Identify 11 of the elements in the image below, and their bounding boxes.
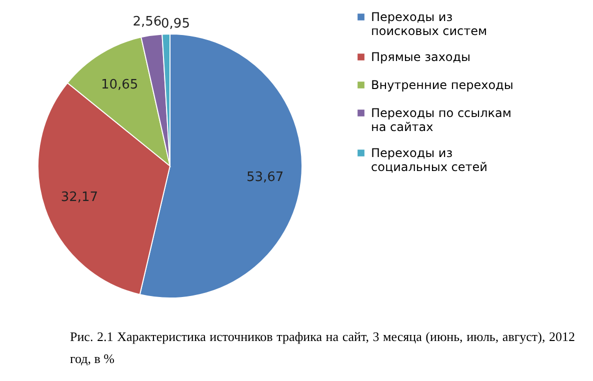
legend-label: Переходы из поисковых систем <box>371 10 488 38</box>
data-label: 53,67 <box>246 170 284 186</box>
data-label: 2,56 <box>132 14 162 30</box>
legend-label: Внутренние переходы <box>371 78 514 92</box>
text: Рис. 2.1 Характеристика источников трафика на сайт, 3 месяца (июнь, июль, август), 2012 год, в % <box>70 328 575 368</box>
data-label: 10,65 <box>100 78 138 93</box>
data-label: 32,17 <box>60 190 98 205</box>
data-label: 0,95 <box>161 16 190 32</box>
legend-label: Переходы по ссылкам на сайтах <box>371 106 512 134</box>
legend-label: Прямые заходы <box>371 50 471 64</box>
legend-label: Переходы из социальных сетей <box>371 146 488 174</box>
